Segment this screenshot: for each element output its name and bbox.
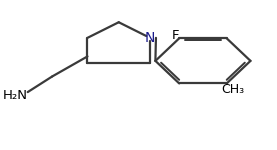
Text: CH₃: CH₃ [221,83,244,96]
Text: H₂N: H₂N [3,89,28,102]
Text: N: N [145,31,155,45]
Text: F: F [172,29,179,42]
